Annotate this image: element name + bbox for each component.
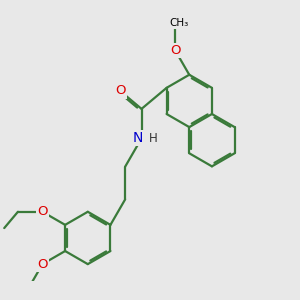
Text: CH₃: CH₃ [170, 18, 189, 28]
Text: O: O [170, 44, 181, 57]
Text: O: O [115, 85, 125, 98]
Text: O: O [37, 205, 48, 218]
Text: O: O [37, 258, 48, 271]
Text: N: N [132, 131, 143, 145]
Text: H: H [148, 132, 158, 145]
